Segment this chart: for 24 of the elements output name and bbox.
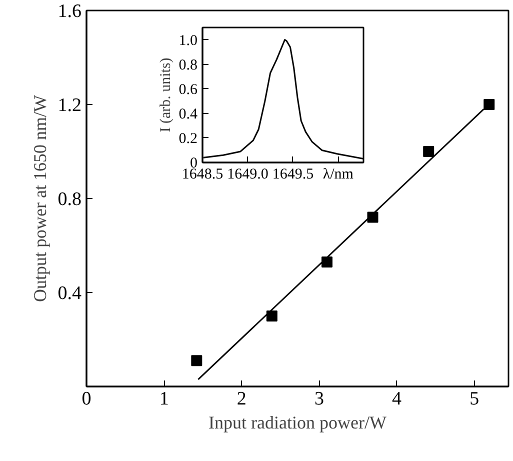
y-tick-label: 0.4: [178, 106, 198, 122]
point: [484, 99, 495, 110]
x-axis-title: Input radiation power/W: [208, 412, 386, 432]
y-tick-label: 1.2: [58, 95, 82, 116]
y-tick-label: 1.0: [178, 32, 198, 49]
point: [191, 355, 202, 366]
x-tick-label: 1649.0: [227, 166, 268, 182]
y-tick-label: 0.2: [178, 130, 198, 147]
x-tick-label: 2: [236, 388, 246, 410]
y-tick-label: 0.8: [58, 189, 82, 210]
y-tick-label: 0.4: [58, 283, 82, 304]
x-tick-label: 4: [392, 388, 402, 410]
y-tick-label: 0.6: [178, 82, 198, 98]
point: [423, 146, 434, 157]
y-axis-title: I (arb. units): [158, 58, 174, 132]
x-tick-label: 1: [159, 388, 169, 410]
x-tick-label: 3: [314, 388, 324, 410]
y-axis-title: Output power at 1650 nm/W: [30, 95, 50, 302]
y-tick-label: 1.6: [58, 1, 82, 22]
point: [266, 310, 278, 322]
x-tick-label: 5: [470, 388, 480, 410]
y-tick-label: 0.8: [178, 57, 198, 74]
x-tick-label: λ/nm: [322, 166, 354, 182]
x-tick-label: 1649.5: [272, 166, 314, 182]
